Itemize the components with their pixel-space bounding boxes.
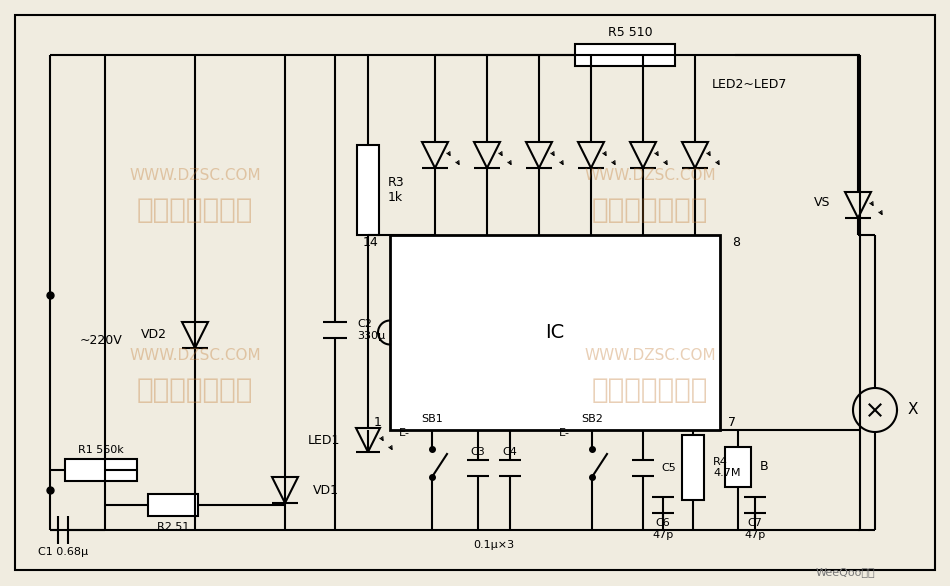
Text: WWW.DZSC.COM: WWW.DZSC.COM — [584, 168, 715, 182]
Text: X: X — [908, 403, 919, 417]
Bar — [65, 459, 137, 481]
Bar — [148, 494, 198, 516]
Text: B: B — [760, 461, 769, 473]
Text: E-: E- — [559, 428, 570, 438]
Text: SB2: SB2 — [581, 414, 603, 424]
Text: 0.1μ×3: 0.1μ×3 — [473, 540, 515, 550]
Text: R3
1k: R3 1k — [388, 176, 405, 204]
Bar — [357, 145, 379, 235]
Text: R4
4.7M: R4 4.7M — [713, 456, 740, 478]
Text: 7: 7 — [728, 417, 736, 430]
Text: E-: E- — [399, 428, 410, 438]
Text: VD1: VD1 — [313, 483, 339, 496]
Text: VD2: VD2 — [141, 329, 167, 342]
Text: 维库电子市场网: 维库电子市场网 — [137, 196, 254, 224]
Text: SB1: SB1 — [421, 414, 443, 424]
Text: C5: C5 — [661, 463, 675, 473]
Text: 维库电子市场网: 维库电子市场网 — [592, 376, 708, 404]
Text: IC: IC — [545, 323, 564, 342]
Text: ~220V: ~220V — [80, 333, 123, 346]
Text: WWW.DZSC.COM: WWW.DZSC.COM — [129, 168, 261, 182]
Text: C1 0.68μ: C1 0.68μ — [38, 547, 88, 557]
Text: 14: 14 — [362, 236, 378, 248]
Text: R2 51: R2 51 — [157, 522, 189, 532]
Text: LED1: LED1 — [308, 434, 340, 447]
Text: WWW.DZSC.COM: WWW.DZSC.COM — [584, 347, 715, 363]
Text: 维库电子市场网: 维库电子市场网 — [137, 376, 254, 404]
Text: C2
330μ: C2 330μ — [357, 319, 385, 341]
Text: 维库电子市场网: 维库电子市场网 — [592, 196, 708, 224]
Text: WeeQoo维库: WeeQoo维库 — [815, 567, 875, 577]
Bar — [390, 235, 720, 430]
Text: C7
47p: C7 47p — [745, 518, 766, 540]
Bar — [682, 435, 704, 500]
Text: R5 510: R5 510 — [608, 26, 653, 39]
Text: C6
47p: C6 47p — [653, 518, 674, 540]
Bar — [725, 447, 751, 487]
Bar — [575, 44, 675, 66]
Text: 8: 8 — [732, 236, 740, 248]
Text: R1 560k: R1 560k — [78, 445, 124, 455]
Text: 1: 1 — [374, 417, 382, 430]
Text: WWW.DZSC.COM: WWW.DZSC.COM — [129, 347, 261, 363]
Text: VS: VS — [813, 196, 830, 210]
Text: LED2~LED7: LED2~LED7 — [712, 79, 788, 91]
Text: C4: C4 — [503, 447, 518, 457]
Text: C3: C3 — [470, 447, 485, 457]
